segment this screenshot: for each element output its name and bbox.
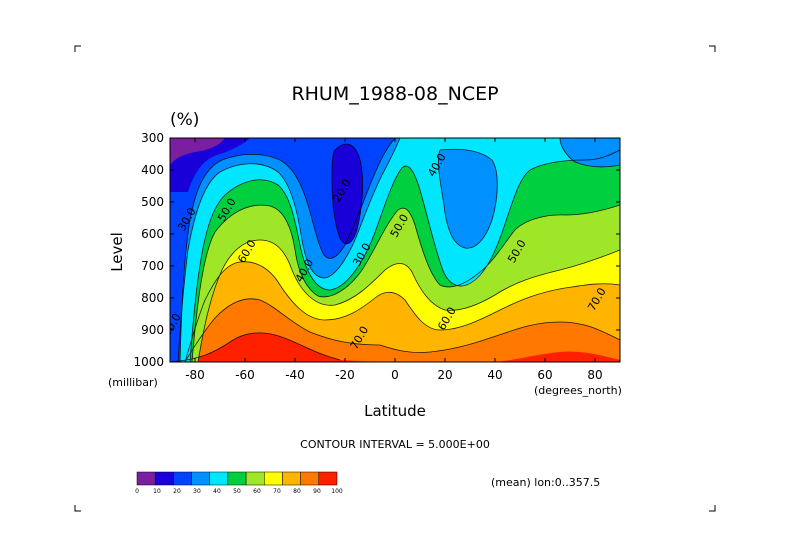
colorbar-tick-label: 100 [331,488,343,495]
y-tick-label: 700 [141,259,164,273]
colorbar-swatch [300,471,320,486]
y-unit-label: (millibar) [108,376,158,389]
colorbar-tick-label: 60 [253,488,261,495]
colorbar-swatch [173,471,192,486]
band-30 [170,138,620,362]
x-tick-label: -60 [235,368,255,382]
units-label: (%) [170,110,199,130]
y-tick-label: 500 [141,195,164,209]
crop-mark-tl [74,45,81,52]
colorbar-swatch [227,471,247,486]
x-tick-label: 40 [487,368,502,382]
crop-mark-bl [74,505,81,512]
colorbar-swatch [318,471,338,486]
x-axis-label: Latitude [364,402,426,420]
y-tick-label: 1000 [133,355,164,369]
chart-title: RHUM_1988-08_NCEP [291,83,498,105]
x-tick-label: -40 [285,368,305,382]
colorbar-tick-label: 50 [233,488,241,495]
plot-area: 30.040.050.060.040.020.030.050.070.040.0… [170,138,620,362]
band-purple [170,138,225,165]
x-tick-label: 20 [437,368,452,382]
colorbar: 0 10 20 30 40 50 60 70 80 90 100 [135,471,343,495]
colorbar-swatch [191,471,210,486]
x-tick-label: 0 [391,368,399,382]
colorbar-tick-label: 30 [193,488,201,495]
y-tick-label: 600 [141,227,164,241]
colorbar-swatch [136,471,156,486]
crop-mark-br [709,505,716,512]
colorbar-tick-label: 90 [313,488,321,495]
contour-interval-text: CONTOUR INTERVAL = 5.000E+00 [300,438,490,451]
colorbar-tick-label: 80 [293,488,301,495]
colorbar-tick-label: 0 [135,488,139,495]
colorbar-swatch [245,471,265,486]
x-tick-label: -20 [335,368,355,382]
colorbar-tick-label: 40 [213,488,221,495]
colorbar-swatch [209,471,229,486]
y-axis-label: Level [108,232,126,272]
colorbar-tick-label: 20 [173,488,181,495]
y-tick-label: 300 [141,131,164,145]
colorbar-tick-label: 70 [273,488,281,495]
colorbar-swatch [264,471,283,486]
crop-mark-tr [709,45,716,52]
y-tick-label: 400 [141,163,164,177]
colorbar-swatch [282,471,301,486]
crop-marks [74,45,716,512]
colorbar-swatch [154,471,174,486]
contour-lines [170,138,620,362]
x-tick-label: -80 [185,368,205,382]
y-tick-label: 900 [141,323,164,337]
colorbar-tick-label: 10 [153,488,161,495]
y-axis: 300 400 500 600 700 800 900 1000 [133,131,620,369]
x-tick-label: 80 [587,368,602,382]
mean-text: (mean) lon:0..357.5 [491,476,600,489]
x-tick-label: 60 [537,368,552,382]
x-axis: -80 -60 -40 -20 0 20 40 60 80 [185,138,603,382]
x-unit-label: (degrees_north) [534,384,622,397]
y-tick-label: 800 [141,291,164,305]
